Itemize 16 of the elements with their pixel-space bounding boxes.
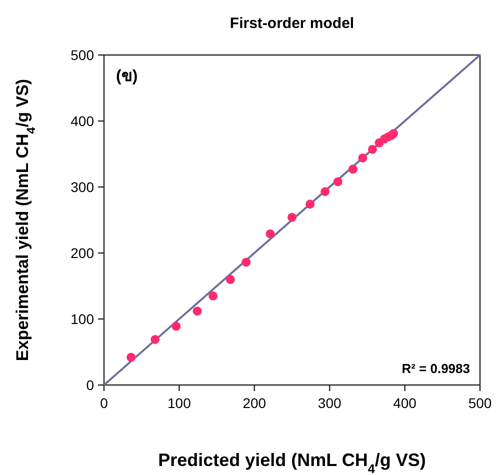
x-tick-label: 100 bbox=[168, 395, 192, 411]
x-tick-label: 300 bbox=[318, 395, 342, 411]
y-tick-label: 0 bbox=[86, 377, 94, 393]
chart-title: First-order model bbox=[230, 15, 354, 32]
x-tick-label: 400 bbox=[393, 395, 417, 411]
annotation: (ข) bbox=[116, 68, 138, 85]
x-axis-title: Predicted yield (NmL CH$_{4}$/g VS) bbox=[158, 450, 426, 475]
x-tick-label: 500 bbox=[468, 395, 492, 411]
y-tick-label: 100 bbox=[70, 311, 94, 327]
y-tick-label: 400 bbox=[70, 113, 94, 129]
y-tick-label: 500 bbox=[70, 47, 94, 63]
x-tick-label: 0 bbox=[100, 395, 108, 411]
x-tick-label: 200 bbox=[242, 395, 266, 411]
y-tick-label: 300 bbox=[70, 179, 94, 195]
annotation: R² = 0.9983 bbox=[402, 361, 470, 376]
y-tick-label: 200 bbox=[70, 245, 94, 261]
